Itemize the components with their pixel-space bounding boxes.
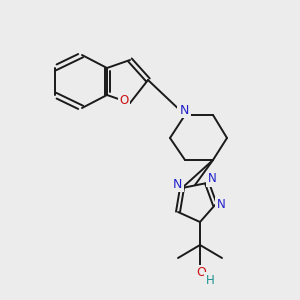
Text: N: N xyxy=(217,199,225,212)
Text: N: N xyxy=(208,172,216,185)
Text: H: H xyxy=(206,274,214,286)
Text: O: O xyxy=(119,94,129,107)
Text: N: N xyxy=(179,103,189,116)
Text: N: N xyxy=(172,178,182,190)
Text: O: O xyxy=(196,266,206,280)
